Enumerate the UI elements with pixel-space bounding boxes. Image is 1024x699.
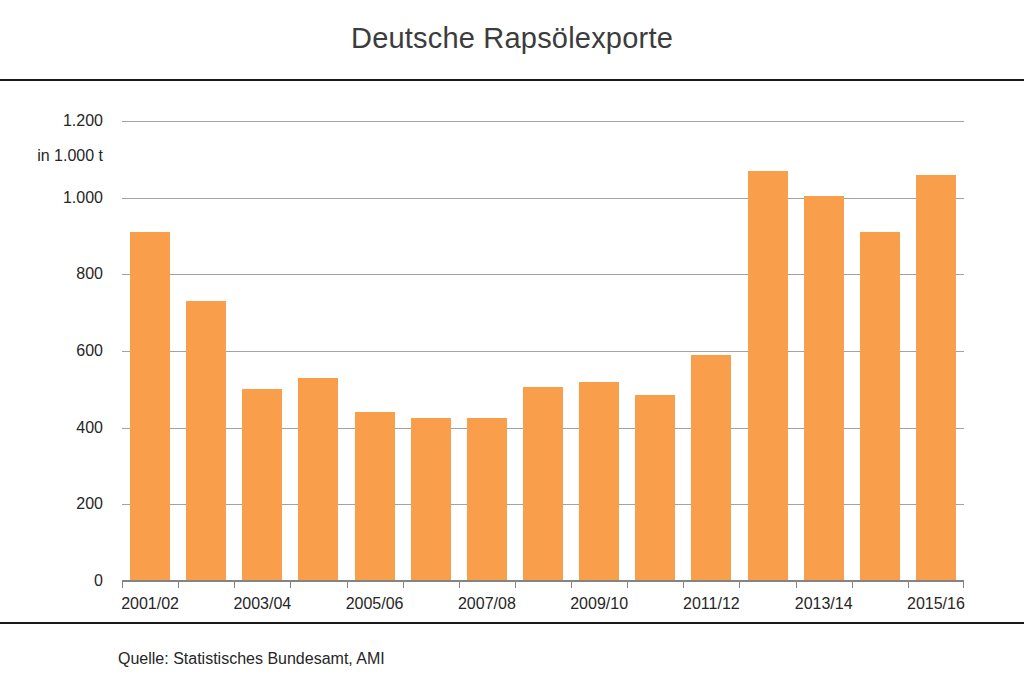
y-tick-label-400: 400 [0, 418, 103, 438]
x-tick-label-2003/04: 2003/04 [222, 595, 302, 613]
y-tick-label-600: 600 [0, 341, 103, 361]
y-tick-label-1200: 1.200 [0, 111, 103, 131]
bar-2009/10 [579, 382, 619, 581]
x-axis-tick [683, 581, 684, 588]
chart-page: Deutsche Rapsölexporte in 1.000 t 0 200 40… [0, 0, 1024, 699]
bar-2004/05 [298, 378, 338, 581]
x-axis-line [122, 580, 964, 582]
bottom-divider [0, 622, 1024, 624]
y-tick-label-800: 800 [0, 264, 103, 284]
x-tick-label-2009/10: 2009/10 [559, 595, 639, 613]
x-axis-tick [234, 581, 235, 588]
x-tick-label-2015/16: 2015/16 [896, 595, 976, 613]
gridline-1200 [122, 121, 964, 122]
x-axis-tick [627, 581, 628, 588]
top-divider [0, 79, 1024, 81]
bar-2001/02 [130, 232, 170, 581]
y-tick-label-200: 200 [0, 494, 103, 514]
chart-title: Deutsche Rapsölexporte [0, 22, 1024, 55]
bar-2008/09 [523, 387, 563, 581]
x-axis-tick [515, 581, 516, 588]
x-axis-tick [290, 581, 291, 588]
bar-2005/06 [355, 412, 395, 581]
x-axis-tick [571, 581, 572, 588]
bar-2014/15 [860, 232, 900, 581]
bar-2003/04 [242, 389, 282, 581]
y-axis-unit-label: in 1.000 t [0, 147, 103, 165]
bar-2011/12 [691, 355, 731, 581]
bar-2013/14 [804, 196, 844, 581]
x-axis-tick [963, 581, 964, 588]
plot-area [122, 121, 964, 581]
y-tick-label-0: 0 [0, 571, 103, 591]
bar-2006/07 [411, 418, 451, 581]
x-axis-tick [122, 581, 123, 588]
bar-2002/03 [186, 301, 226, 581]
x-axis-tick [459, 581, 460, 588]
x-tick-label-2005/06: 2005/06 [335, 595, 415, 613]
x-tick-label-2007/08: 2007/08 [447, 595, 527, 613]
x-axis-tick [796, 581, 797, 588]
bar-2012/13 [748, 171, 788, 581]
bar-2007/08 [467, 418, 507, 581]
source-note: Quelle: Statistisches Bundesamt, AMI [118, 650, 385, 668]
x-axis-tick [403, 581, 404, 588]
x-axis-tick [178, 581, 179, 588]
bar-2010/11 [635, 395, 675, 581]
x-axis-tick [739, 581, 740, 588]
x-axis-tick [852, 581, 853, 588]
x-tick-label-2001/02: 2001/02 [110, 595, 190, 613]
bar-2015/16 [916, 175, 956, 581]
x-axis-tick [347, 581, 348, 588]
y-tick-label-1000: 1.000 [0, 188, 103, 208]
x-tick-label-2013/14: 2013/14 [784, 595, 864, 613]
x-axis-tick [908, 581, 909, 588]
x-tick-label-2011/12: 2011/12 [671, 595, 751, 613]
